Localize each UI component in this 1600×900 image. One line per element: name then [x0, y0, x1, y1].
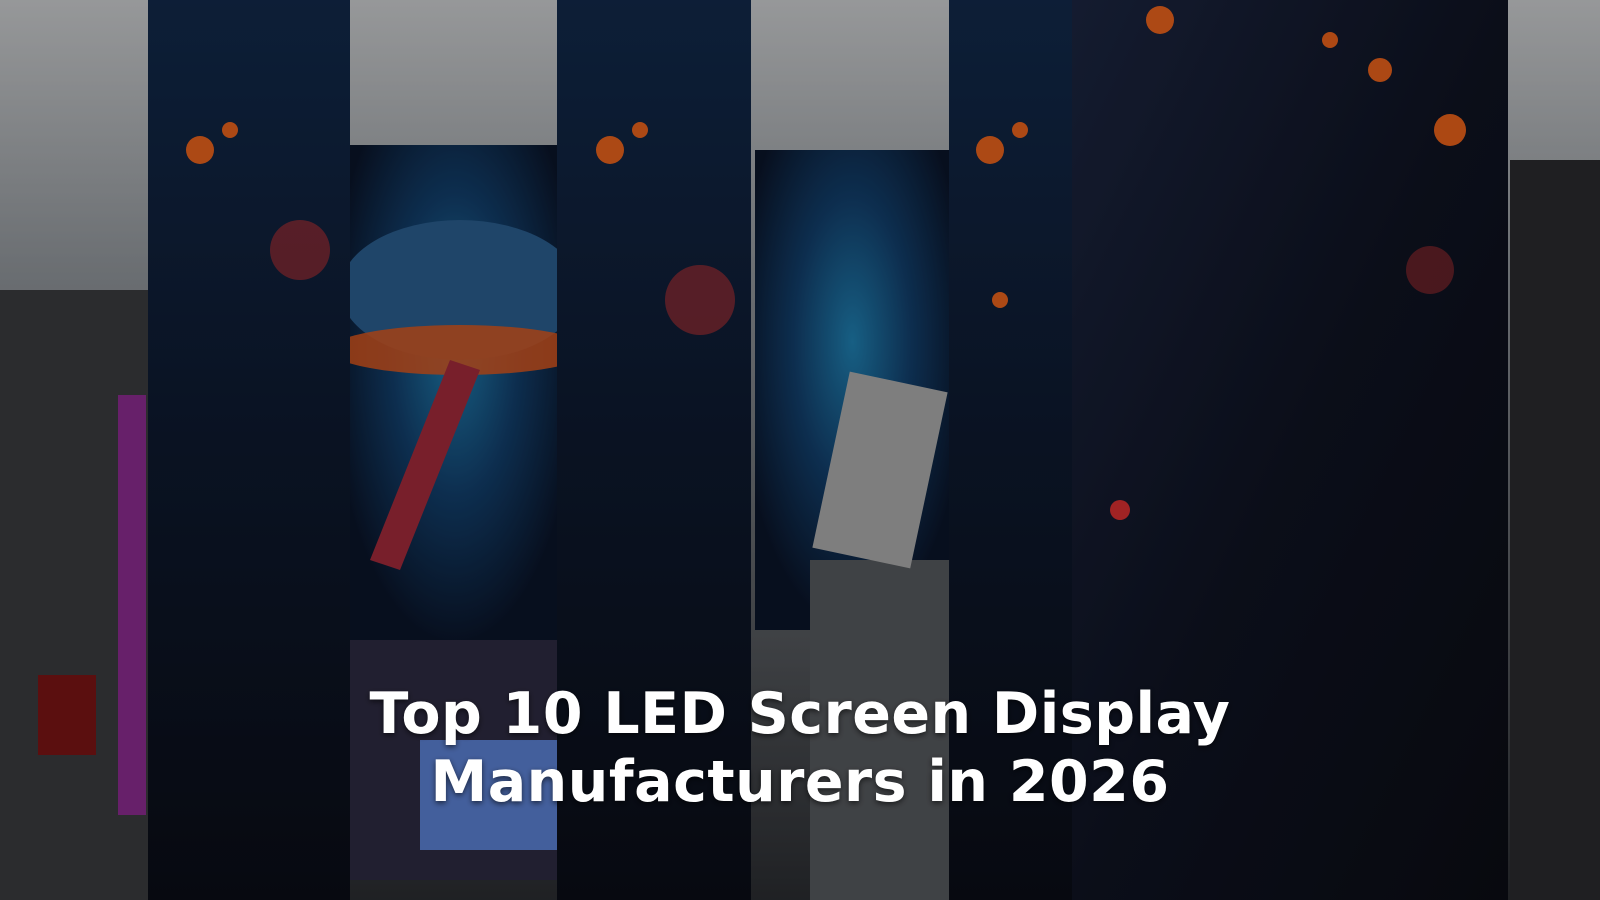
- banner-title: Top 10 LED Screen Display Manufacturers …: [369, 681, 1231, 815]
